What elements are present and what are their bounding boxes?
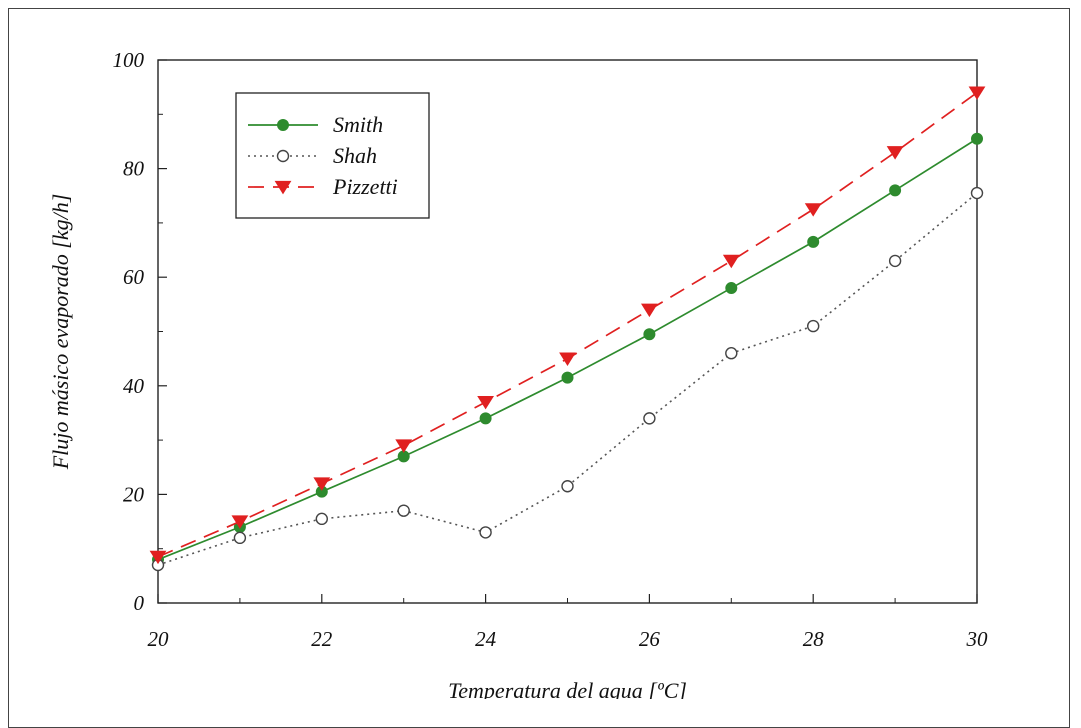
- data-point-pizzetti: [231, 515, 249, 529]
- data-point-pizzetti: [313, 477, 331, 491]
- data-point-shah: [725, 347, 738, 360]
- legend-marker: [277, 119, 289, 131]
- series-line-shah: [157, 192, 978, 566]
- legend-item-shah: Shah: [248, 143, 377, 168]
- legend-label: Shah: [333, 143, 377, 168]
- data-point-pizzetti: [395, 439, 413, 453]
- data-point-pizzetti: [968, 86, 986, 100]
- y-tick-label: 80: [123, 157, 145, 181]
- data-point-shah: [315, 512, 328, 526]
- data-point-smith: [725, 282, 738, 295]
- series-pizzetti: [149, 86, 986, 565]
- data-point-smith: [479, 412, 492, 425]
- series-shah: [151, 186, 984, 572]
- legend-item-smith: Smith: [248, 112, 383, 137]
- y-tick-label: 40: [123, 374, 145, 398]
- data-point-pizzetti: [886, 146, 904, 160]
- data-point-pizzetti: [640, 303, 658, 318]
- data-point-smith: [971, 132, 983, 145]
- series-layer: [149, 86, 986, 572]
- x-axis-title: Temperatura del agua [ºC]: [448, 678, 687, 699]
- legend-box: [235, 92, 430, 219]
- x-tick-label: 28: [803, 627, 825, 651]
- data-point-pizzetti: [804, 203, 822, 217]
- data-point-shah: [807, 319, 820, 333]
- data-point-pizzetti: [477, 395, 495, 410]
- data-point-shah: [397, 504, 410, 517]
- data-point-pizzetti: [149, 550, 167, 565]
- x-tick-label: 26: [639, 627, 661, 651]
- data-point-shah: [561, 480, 574, 493]
- legend-marker: [274, 180, 292, 195]
- data-point-shah: [888, 254, 902, 268]
- y-tick-label: 20: [123, 482, 145, 506]
- x-tick-label: 24: [475, 627, 497, 651]
- x-tick-label: 22: [311, 627, 333, 651]
- legend-label: Smith: [333, 112, 383, 137]
- data-point-pizzetti: [722, 254, 740, 269]
- y-axis-title: Flujo másico evaporado [kg/h]: [48, 194, 73, 471]
- data-point-shah: [233, 531, 247, 545]
- data-point-pizzetti: [559, 352, 576, 366]
- data-point-smith: [643, 328, 656, 341]
- data-point-shah: [643, 412, 656, 425]
- x-tick-label: 20: [148, 627, 170, 651]
- data-point-smith: [807, 235, 820, 248]
- legend: Smith Shah Pizzetti: [235, 92, 430, 219]
- y-tick-label: 100: [113, 48, 145, 72]
- y-tick-label: 60: [123, 265, 145, 289]
- data-point-shah: [970, 186, 984, 200]
- legend-item-pizzetti: Pizzetti: [248, 174, 398, 199]
- data-point-smith: [889, 184, 902, 197]
- y-tick-label: 0: [134, 591, 145, 615]
- legend-label: Pizzetti: [332, 174, 398, 199]
- data-point-smith: [561, 371, 574, 384]
- data-point-shah: [479, 526, 492, 539]
- x-tick-label: 30: [966, 627, 989, 651]
- legend-marker: [276, 149, 290, 163]
